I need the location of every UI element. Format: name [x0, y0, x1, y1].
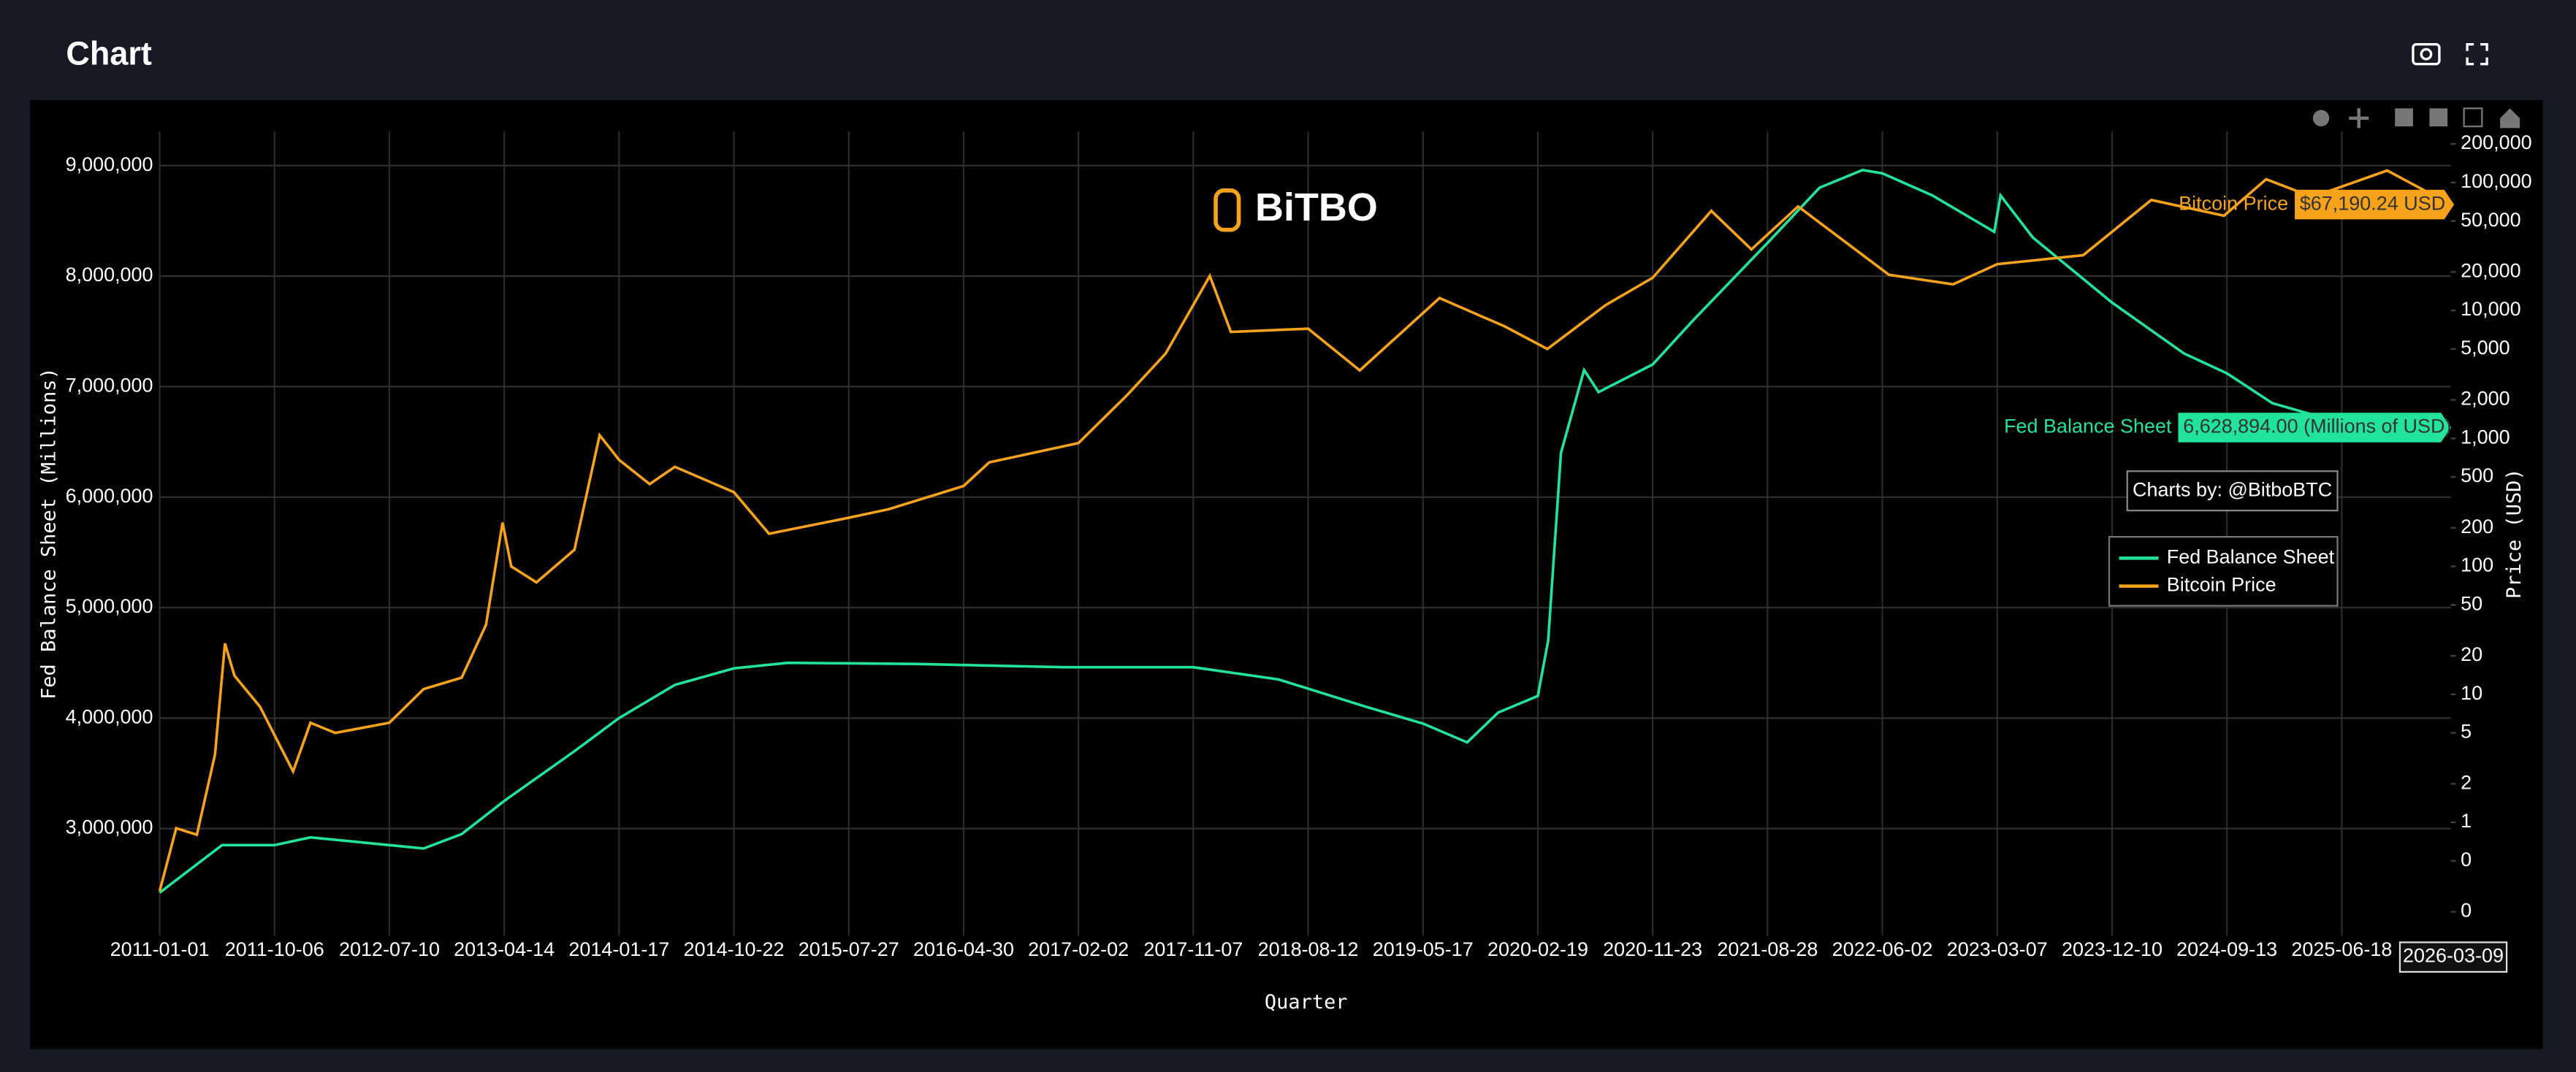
y-tick-label: 4,000,000: [66, 705, 153, 727]
y2-tick-label: 2,000: [2461, 388, 2510, 410]
watermark-text: BiTBO: [1255, 185, 1378, 229]
x-tick-label: 2021-08-28: [1717, 938, 1818, 960]
x-tick-label: 2016-04-30: [913, 938, 1014, 960]
x-tick-label: 2011-01-01: [110, 938, 210, 960]
x-tick-label: 2025-06-18: [2291, 938, 2392, 960]
y2-axis-title: Price (USD): [2503, 468, 2526, 599]
legend-box: [2108, 536, 2339, 607]
y2-tick-label: 500: [2461, 464, 2493, 486]
hover-box: [2295, 189, 2455, 220]
y-tick-label: 7,000,000: [66, 375, 153, 397]
y-tick-label: 5,000,000: [66, 595, 153, 617]
x-tick-label: 2012-07-10: [339, 938, 440, 960]
y2-tick-label: 5: [2461, 721, 2472, 743]
hover-x-label: 2026-03-09: [2403, 945, 2504, 967]
y2-tick-label: 200,000: [2461, 131, 2532, 153]
y-tick-label: 6,000,000: [66, 485, 153, 507]
x-tick-label: 2015-07-27: [799, 938, 899, 960]
x-tick-label: 2019-05-17: [1373, 938, 1474, 960]
y2-tick-label: 0: [2461, 900, 2472, 922]
y2-tick-label: 2: [2461, 771, 2472, 793]
x-tick-label: 2014-10-22: [684, 938, 785, 960]
legend: Fed Balance Sheet Bitcoin Price: [2108, 536, 2339, 607]
x-tick-label: 2017-02-02: [1028, 938, 1129, 960]
watermark: BiTBO: [1213, 185, 1378, 232]
modebar[interactable]: [2312, 107, 2520, 129]
page-title: Chart: [66, 34, 151, 72]
hover-series-name: Bitcoin Price: [2179, 192, 2288, 214]
y2-tick-label: 10: [2461, 682, 2482, 704]
x-tick-label: 2023-03-07: [1947, 938, 2048, 960]
legend-label: Fed Balance Sheet: [2167, 545, 2335, 567]
y2-tick-label: 20,000: [2461, 260, 2520, 282]
fullscreen-button[interactable]: [2466, 43, 2488, 66]
y2-tick-label: 1: [2461, 810, 2472, 832]
hover-value: $67,190.24 USD: [2300, 192, 2445, 214]
hover-box: [2178, 413, 2451, 443]
x-tick-label: 2024-09-13: [2176, 938, 2277, 960]
x-tick-label: 2023-12-10: [2062, 938, 2162, 960]
hover-series-name: Fed Balance Sheet: [2004, 416, 2172, 437]
x-tick-label: 2022-06-02: [1832, 938, 1933, 960]
plot-area: 2011-01-01 2011-10-06 2012-07-10 2013-04-14…: [66, 131, 2532, 973]
y2-tick-label: 5,000: [2461, 337, 2510, 359]
x-tick-label: 2011-10-06: [225, 938, 324, 960]
x-tick-label: 2014-01-17: [568, 938, 669, 960]
x-tick-label: 2020-02-19: [1487, 938, 1588, 960]
y-tick-label: 3,000,000: [66, 816, 153, 838]
y-tick-label: 8,000,000: [66, 264, 153, 286]
series-line: [159, 168, 2451, 894]
hover-x-box: [2398, 941, 2508, 973]
y2-tick-label: 100: [2461, 554, 2493, 576]
camera-button[interactable]: [2412, 43, 2441, 66]
y2-tick-label: 20: [2461, 643, 2482, 665]
credit-box: [2126, 470, 2339, 512]
legend-label: Bitcoin Price: [2167, 574, 2276, 596]
x-tick-label: 2018-08-12: [1258, 938, 1359, 960]
y2-tick-label: 50,000: [2461, 209, 2520, 231]
y2-tick-label: 0: [2461, 849, 2472, 870]
x-tick-label: 2020-11-23: [1603, 938, 1702, 960]
y2-tick-label: 10,000: [2461, 298, 2520, 320]
x-axis-title: Quarter: [1265, 991, 1348, 1014]
y2-tick-label: 1,000: [2461, 426, 2510, 448]
x-tick-label: 2013-04-14: [454, 938, 555, 960]
y-axis-title: Fed Balance Sheet (Millions): [37, 367, 60, 700]
credit: Charts by: @BitboBTC: [2133, 478, 2332, 500]
y2-tick-label: 50: [2461, 593, 2482, 615]
series-line: [158, 169, 2452, 892]
y2-tick-label: 100,000: [2461, 170, 2532, 192]
y2-tick-label: 200: [2461, 516, 2493, 537]
hover-value: 6,628,894.00 (Millions of USD): [2183, 416, 2451, 437]
x-tick-label: 2017-11-07: [1143, 938, 1243, 960]
y-tick-label: 9,000,000: [66, 153, 153, 175]
